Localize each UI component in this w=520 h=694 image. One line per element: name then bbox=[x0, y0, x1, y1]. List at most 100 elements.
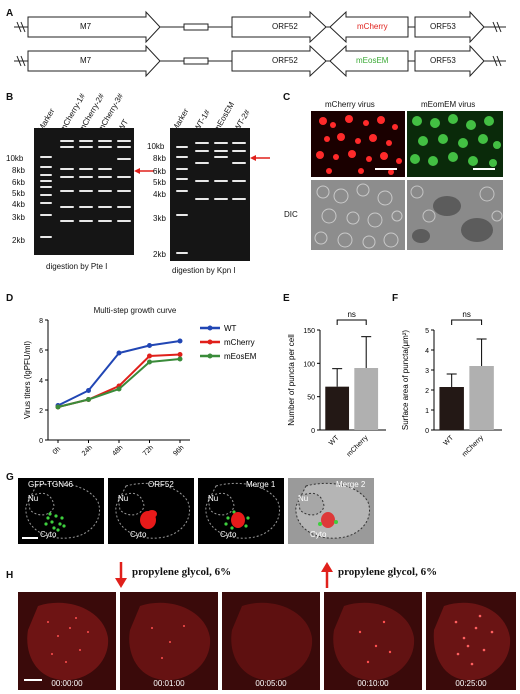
x-tick-label: 48h bbox=[111, 444, 124, 457]
panel-label-a: A bbox=[6, 8, 14, 19]
g-nu: Nu bbox=[208, 494, 219, 503]
m7-label-1: M7 bbox=[80, 22, 92, 31]
down-arrow-icon bbox=[115, 562, 127, 588]
gel1-size: 5kb bbox=[12, 189, 25, 198]
y-axis-label: Virus titers (lgPFU/ml) bbox=[23, 341, 32, 419]
y-tick-label: 6 bbox=[39, 348, 43, 355]
gfp-tgn46-image: GFP-TGN46 Nu Cyto bbox=[18, 478, 104, 544]
panel-label-h: H bbox=[6, 570, 14, 581]
y-tick-label: 100 bbox=[303, 361, 315, 368]
genome-row-2 bbox=[14, 44, 506, 78]
g-nu: Nu bbox=[298, 494, 309, 503]
gel1-size: 4kb bbox=[12, 200, 25, 209]
panel-label-e: E bbox=[283, 293, 290, 304]
legend-label: WT bbox=[224, 324, 237, 333]
y-tick-label: 3 bbox=[425, 368, 429, 375]
data-point bbox=[177, 338, 183, 344]
m7-label-2: M7 bbox=[80, 56, 92, 65]
x-tick-label: 0h bbox=[52, 446, 63, 457]
treatment-label-1: propylene glycol, 6% bbox=[132, 566, 232, 578]
timelapse-frame-3: 00:05:00 bbox=[222, 592, 320, 690]
g-nu: Nu bbox=[118, 494, 129, 503]
orf53-label-2: ORF53 bbox=[430, 56, 456, 65]
timestamp: 00:00:00 bbox=[51, 679, 83, 688]
panel-label-d: D bbox=[6, 293, 14, 304]
gel2-size: 4kb bbox=[153, 190, 166, 199]
panel-label-f: F bbox=[392, 293, 399, 304]
treatment-label-2: propylene glycol, 6% bbox=[338, 566, 438, 578]
y-tick-label: 1 bbox=[425, 408, 429, 415]
orf52-label-2: ORF52 bbox=[272, 56, 298, 65]
timestamp: 00:10:00 bbox=[357, 679, 389, 688]
y-axis-label: Number of puncta per cell bbox=[287, 334, 296, 426]
panel-label-b: B bbox=[6, 92, 14, 103]
g-cyto: Cyto bbox=[220, 530, 237, 539]
x-tick-label: 24h bbox=[81, 444, 94, 457]
series-line-mCherry bbox=[57, 353, 181, 408]
g-nu: Nu bbox=[28, 494, 39, 503]
chart-d-title: Multi-step growth curve bbox=[93, 306, 177, 315]
data-point bbox=[177, 352, 183, 357]
legend-marker bbox=[207, 325, 213, 331]
data-point bbox=[116, 350, 122, 356]
y-tick-label: 4 bbox=[425, 348, 429, 355]
gel-image-2 bbox=[170, 128, 250, 261]
x-tick-label: WT bbox=[442, 434, 455, 447]
meos-fluorescence-image bbox=[407, 111, 503, 177]
data-point bbox=[147, 343, 152, 348]
y-tick-label: 0 bbox=[311, 428, 315, 435]
legend-marker bbox=[207, 353, 213, 359]
orf53-arrow bbox=[414, 10, 485, 44]
gel2-size: 8kb bbox=[153, 154, 166, 163]
gel1-size: 2kb bbox=[12, 236, 25, 245]
gel2-size: 3kb bbox=[153, 214, 166, 223]
micro-title-mcherry: mCherry virus bbox=[325, 100, 375, 109]
data-point bbox=[86, 388, 91, 393]
data-point bbox=[55, 404, 61, 410]
orf52-image: ORF52 Nu Cyto bbox=[108, 478, 194, 544]
growth-curve-chart: 0 2 4 6 8 0h 24h 48h 72h 96h Virus titers (lgPFU/m… bbox=[23, 318, 257, 458]
gel1-size: 6kb bbox=[12, 178, 25, 187]
legend-label: mCherry bbox=[224, 338, 255, 347]
dic-image-2 bbox=[407, 180, 503, 250]
bar-WT bbox=[439, 387, 464, 430]
y-tick-label: 8 bbox=[39, 318, 43, 325]
series-line-mEosEM bbox=[57, 358, 181, 408]
g-title: ORF52 bbox=[148, 480, 174, 489]
up-arrow-icon bbox=[321, 562, 333, 588]
significance-label: ns bbox=[462, 310, 470, 319]
x-tick-label: mCherry bbox=[461, 434, 485, 458]
orf53-label-1: ORF53 bbox=[430, 22, 456, 31]
significance-bracket bbox=[336, 319, 367, 325]
panel-label-c: C bbox=[283, 92, 291, 103]
gel2-size: 10kb bbox=[147, 142, 165, 151]
timelapse-frame-1: 00:00:00 bbox=[18, 592, 116, 690]
y-tick-label: 4 bbox=[39, 378, 43, 385]
y-tick-label: 5 bbox=[425, 328, 429, 335]
m7-arrow bbox=[27, 10, 161, 44]
merge2-image: Merge 2 Nu Cyto bbox=[288, 478, 374, 544]
panel-label-g: G bbox=[6, 472, 14, 483]
x-tick-label: 96h bbox=[172, 444, 185, 457]
merge1-image: Merge 1 Nu Cyto bbox=[198, 478, 284, 544]
g-title: GFP-TGN46 bbox=[28, 480, 73, 489]
gel-image-1 bbox=[34, 128, 134, 255]
y-tick-label: 0 bbox=[425, 428, 429, 435]
y-tick-label: 50 bbox=[307, 395, 315, 402]
timelapse-frame-4: 00:10:00 bbox=[324, 592, 422, 690]
bar-WT bbox=[325, 386, 350, 430]
gel1-size: 8kb bbox=[12, 166, 25, 175]
x-tick-label: mCherry bbox=[346, 434, 370, 458]
meos-label: mEosEM bbox=[356, 56, 389, 65]
dic-label: DIC bbox=[284, 210, 298, 219]
mcherry-label: mCherry bbox=[357, 22, 388, 31]
y-tick-label: 0 bbox=[39, 438, 43, 445]
timestamp: 00:25:00 bbox=[455, 679, 487, 688]
gel1-caption: digestion by Pte I bbox=[46, 262, 108, 271]
gel2-size: 2kb bbox=[153, 250, 166, 259]
genome-map bbox=[14, 10, 506, 78]
genome-row-1 bbox=[14, 10, 506, 44]
reporter-arrow bbox=[329, 10, 409, 44]
data-point bbox=[177, 356, 183, 362]
data-point bbox=[86, 397, 91, 402]
